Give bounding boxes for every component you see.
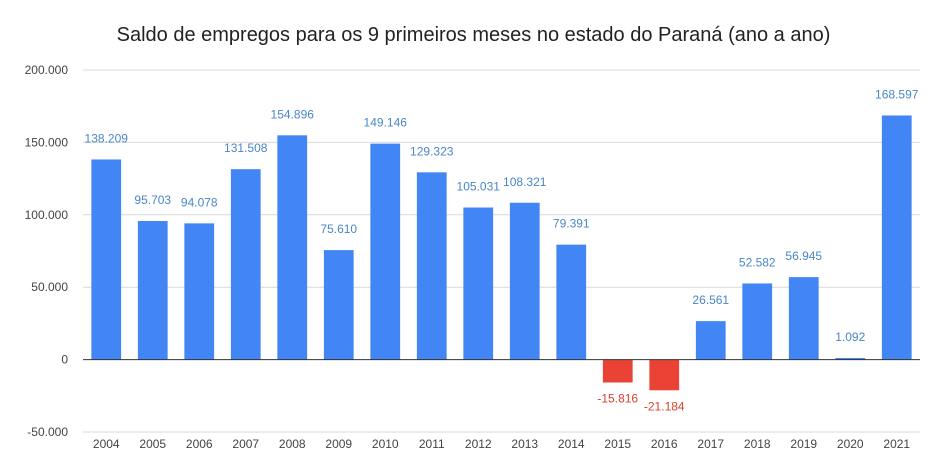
x-tick-label: 2019 [790, 437, 817, 451]
x-tick-label: 2013 [511, 437, 538, 451]
data-label: 95.703 [134, 193, 171, 207]
bar-2011 [417, 172, 447, 359]
bar-2005 [138, 221, 168, 360]
data-label: -21.184 [644, 399, 685, 413]
data-label: 52.582 [739, 255, 776, 269]
data-label: 26.561 [692, 293, 729, 307]
x-tick-label: 2005 [139, 437, 166, 451]
x-tick-label: 2018 [744, 437, 771, 451]
x-tick-label: 2011 [419, 437, 445, 451]
data-label: 149.146 [364, 116, 408, 130]
y-tick-label: 200.000 [25, 63, 69, 77]
bar-2019 [789, 277, 819, 359]
data-label: -15.816 [597, 392, 638, 406]
bar-2007 [231, 169, 261, 359]
y-tick-label: 100.000 [25, 208, 69, 222]
data-label: 75.610 [320, 222, 357, 236]
bar-2018 [742, 283, 772, 359]
x-tick-label: 2017 [697, 437, 724, 451]
bar-2008 [277, 135, 307, 359]
data-label: 154.896 [271, 107, 315, 121]
bar-2015 [603, 360, 633, 383]
bar-2016 [649, 360, 679, 391]
bar-2010 [370, 144, 400, 360]
x-tick-label: 2020 [837, 437, 864, 451]
data-label: 79.391 [553, 217, 590, 231]
x-tick-label: 2012 [465, 437, 492, 451]
y-tick-label: 0 [61, 353, 68, 367]
y-tick-label: 50.000 [31, 280, 68, 294]
x-tick-label: 2016 [651, 437, 678, 451]
bar-2006 [184, 223, 214, 359]
data-label: 168.597 [875, 87, 919, 101]
bar-chart: -50.000 0 50.000 100.000 150.000 200.000 138.… [0, 0, 947, 476]
x-axis-ticks: 2004 2005 2006 2007 2008 2009 2010 2011 2012 2013… [93, 437, 911, 451]
data-label: 129.323 [410, 144, 454, 158]
bar-2017 [696, 321, 726, 359]
bar-2009 [324, 250, 354, 359]
x-tick-label: 2021 [883, 437, 910, 451]
x-tick-label: 2010 [372, 437, 399, 451]
x-tick-label: 2014 [558, 437, 585, 451]
y-tick-label: -50.000 [27, 425, 68, 439]
bar-2012 [463, 208, 493, 360]
x-tick-label: 2009 [325, 437, 352, 451]
data-label: 131.508 [224, 141, 268, 155]
x-tick-label: 2015 [604, 437, 631, 451]
data-label: 108.321 [503, 175, 547, 189]
x-tick-label: 2007 [232, 437, 259, 451]
bar-2013 [510, 203, 540, 360]
data-label: 56.945 [785, 249, 822, 263]
data-label: 94.078 [181, 195, 218, 209]
data-label: 138.209 [85, 131, 129, 145]
bar-2021 [882, 115, 912, 359]
data-label: 1.092 [835, 330, 865, 344]
x-tick-label: 2004 [93, 437, 120, 451]
x-tick-label: 2006 [186, 437, 213, 451]
bar-2014 [556, 245, 586, 360]
data-label: 105.031 [457, 180, 501, 194]
y-axis-ticks: -50.000 0 50.000 100.000 150.000 200.000 [25, 63, 69, 439]
bar-2004 [91, 159, 121, 359]
y-tick-label: 150.000 [25, 135, 69, 149]
chart-container: Saldo de empregos para os 9 primeiros me… [0, 0, 947, 476]
x-tick-label: 2008 [279, 437, 306, 451]
